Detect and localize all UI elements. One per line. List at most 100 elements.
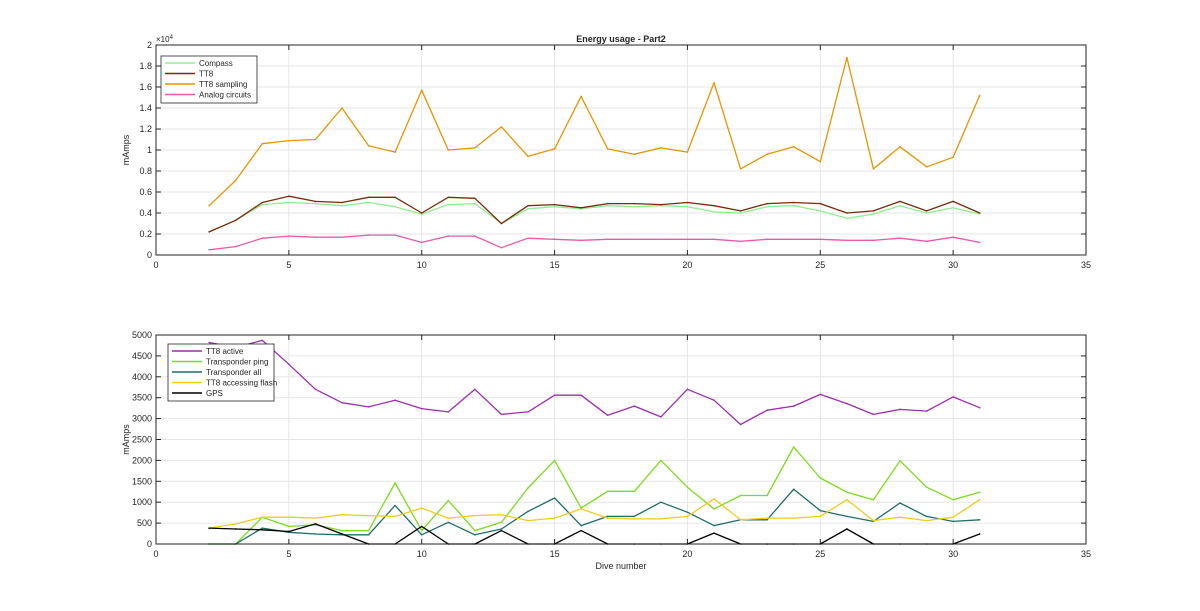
series-line: [208, 498, 981, 529]
x-tick-label: 25: [815, 549, 825, 559]
data-point: [952, 236, 954, 238]
data-point: [527, 204, 529, 207]
data-point: [527, 208, 529, 210]
data-point: [208, 341, 210, 344]
data-point: [553, 238, 556, 241]
data-point: [447, 517, 450, 519]
data-point: [739, 210, 742, 212]
data-point: [606, 148, 609, 150]
data-point: [739, 494, 742, 497]
data-point: [367, 234, 370, 236]
data-point: [686, 511, 689, 514]
data-point: [314, 138, 317, 141]
y-axis-label: mAmps: [121, 134, 131, 165]
data-point: [925, 240, 928, 243]
data-point: [899, 237, 901, 239]
y-tick-label: 3500: [132, 393, 152, 403]
data-point: [660, 518, 662, 520]
data-point: [713, 498, 715, 500]
data-point: [261, 203, 264, 206]
data-point: [819, 477, 822, 479]
data-point: [500, 222, 503, 225]
data-point: [580, 95, 582, 98]
data-point: [474, 388, 476, 391]
data-point: [792, 201, 795, 204]
legend-entry: Analog circuits: [199, 91, 251, 100]
data-point: [899, 146, 901, 148]
data-point: [633, 202, 636, 205]
data-point: [553, 459, 556, 462]
data-point: [553, 497, 556, 499]
data-point: [474, 534, 476, 536]
data-point: [367, 534, 370, 536]
data-point: [819, 515, 822, 518]
data-point: [447, 411, 450, 413]
y-tick-label: 1.4: [139, 103, 152, 113]
data-point: [819, 393, 822, 396]
legend-entry: TT8: [199, 70, 214, 79]
data-point: [234, 179, 237, 182]
data-point: [766, 202, 768, 205]
data-point: [899, 516, 901, 519]
data-point: [288, 235, 290, 237]
data-point: [314, 517, 317, 519]
data-point: [314, 533, 317, 535]
data-point: [288, 139, 290, 142]
data-point: [819, 202, 822, 205]
x-tick-label: 25: [815, 260, 825, 270]
data-point: [660, 459, 662, 462]
data-point: [341, 107, 343, 109]
data-point: [978, 518, 981, 521]
series-4: [208, 498, 981, 529]
data-point: [261, 516, 264, 519]
data-point: [394, 399, 396, 402]
data-point: [580, 239, 582, 242]
data-point: [713, 211, 715, 213]
data-point: [261, 237, 264, 239]
data-point: [899, 502, 901, 504]
data-point: [447, 235, 450, 237]
series-line: [209, 488, 980, 545]
data-point: [606, 490, 609, 493]
data-point: [420, 212, 423, 214]
data-point: [420, 529, 423, 532]
data-point: [394, 196, 396, 199]
data-point: [766, 518, 768, 521]
data-point: [978, 406, 981, 409]
data-point: [580, 524, 582, 527]
data-point: [846, 217, 848, 220]
data-point: [341, 201, 343, 204]
data-point: [606, 204, 609, 207]
data-point: [367, 145, 370, 147]
data-point: [952, 206, 954, 209]
y-tick-label: 1500: [132, 476, 152, 486]
y-tick-label: 0.6: [139, 187, 152, 197]
data-point: [234, 523, 237, 525]
legend-entry: Compass: [199, 59, 233, 68]
legend-entry: TT8 accessing flash: [206, 379, 277, 388]
data-point: [872, 210, 875, 212]
data-point: [978, 241, 981, 244]
data-point: [606, 515, 609, 518]
chart-2: 0 5 10 15 20 25 30 35 0 500 1000 1500 2000 2500 3000 35…: [121, 330, 1091, 571]
data-point: [925, 515, 928, 518]
data-point: [846, 56, 848, 59]
data-point: [447, 499, 450, 502]
data-point: [394, 515, 396, 518]
data-point: [341, 401, 343, 404]
series-line: [209, 446, 980, 545]
data-point: [288, 363, 290, 366]
data-point: [819, 238, 822, 241]
data-point: [952, 156, 954, 159]
legend-entry: TT8 sampling: [199, 80, 247, 89]
data-point: [234, 219, 237, 222]
data-point: [872, 213, 875, 215]
data-point: [925, 212, 928, 214]
data-point: [872, 239, 875, 242]
data-point: [527, 237, 529, 239]
data-point: [846, 498, 848, 501]
data-point: [580, 394, 582, 396]
data-point: [606, 238, 609, 241]
series-3: [208, 56, 981, 207]
